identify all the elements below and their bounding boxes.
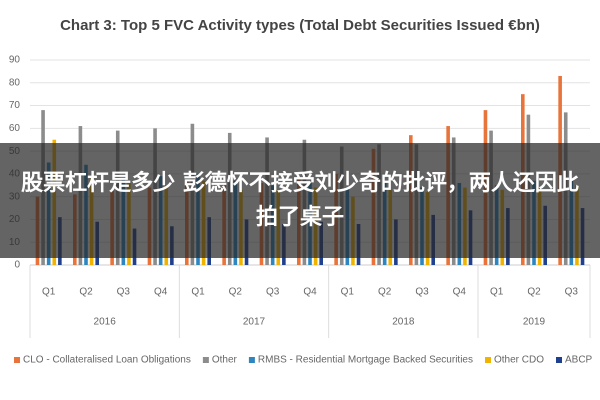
x-tick-label: Q3 bbox=[117, 287, 131, 298]
x-group-label: 2017 bbox=[243, 317, 266, 328]
y-tick-label: 60 bbox=[9, 123, 21, 134]
x-group-label: 2016 bbox=[94, 317, 117, 328]
legend-label: Other bbox=[212, 355, 238, 366]
x-tick-label: Q1 bbox=[490, 287, 504, 298]
overlay-text: 股票杠杆是多少 彭德怀不接受刘少奇的批评，两人还因此拍了桌子 bbox=[21, 170, 579, 230]
legend-label: CLO - Collateralised Loan Obligations bbox=[23, 355, 191, 366]
x-tick-label: Q2 bbox=[79, 287, 93, 298]
y-tick-label: 0 bbox=[14, 260, 20, 271]
legend-swatch bbox=[248, 357, 255, 363]
x-group-label: 2018 bbox=[392, 317, 415, 328]
x-tick-label: Q4 bbox=[303, 287, 317, 298]
legend-swatch bbox=[556, 357, 562, 363]
y-tick-label: 70 bbox=[9, 100, 21, 111]
x-tick-label: Q2 bbox=[527, 287, 541, 298]
x-tick-label: Q1 bbox=[191, 287, 205, 298]
legend-swatch bbox=[202, 357, 209, 363]
legend-label: Other CDO bbox=[494, 355, 544, 366]
x-tick-label: Q1 bbox=[341, 287, 355, 298]
x-tick-label: Q2 bbox=[229, 287, 243, 298]
legend-swatch bbox=[484, 357, 491, 363]
x-tick-label: Q3 bbox=[415, 287, 429, 298]
x-tick-label: Q2 bbox=[378, 287, 392, 298]
y-tick-label: 80 bbox=[9, 77, 21, 88]
x-tick-label: Q4 bbox=[453, 287, 467, 298]
legend-label: ABCP bbox=[565, 355, 593, 366]
legend-label: RMBS - Residential Mortgage Backed Secur… bbox=[258, 355, 473, 366]
x-tick-label: Q3 bbox=[565, 287, 579, 298]
chart-title: Chart 3: Top 5 FVC Activity types (Total… bbox=[60, 17, 540, 34]
x-tick-label: Q1 bbox=[42, 287, 56, 298]
legend-swatch bbox=[14, 357, 20, 363]
x-tick-label: Q4 bbox=[154, 287, 168, 298]
overlay-banner: 股票杠杆是多少 彭德怀不接受刘少奇的批评，两人还因此拍了桌子 bbox=[0, 143, 600, 258]
x-tick-label: Q3 bbox=[266, 287, 280, 298]
x-group-label: 2019 bbox=[523, 317, 546, 328]
y-tick-label: 90 bbox=[9, 55, 21, 66]
